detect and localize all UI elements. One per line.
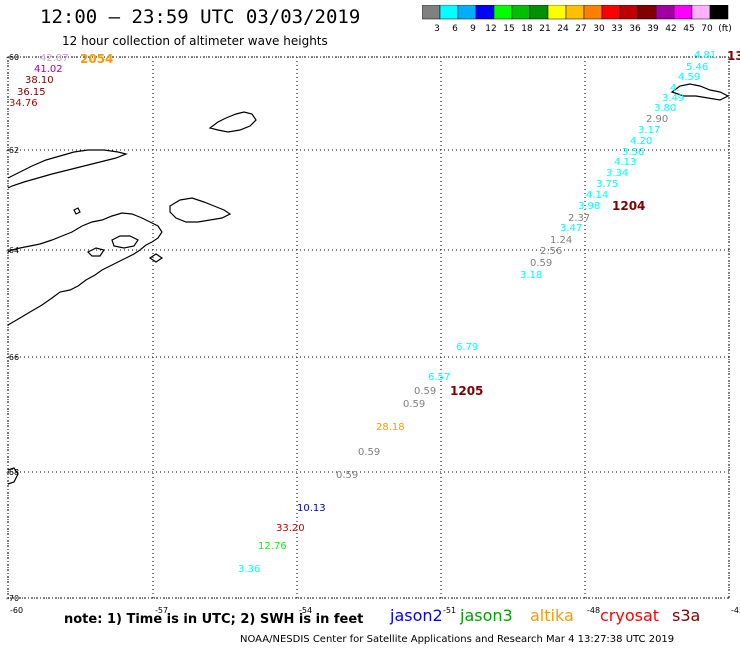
wave-height-label: 3.56 bbox=[622, 147, 644, 158]
longitude-labels: -60 -57 -54 -51 -48 -45 bbox=[10, 606, 740, 615]
colorbar-label: 27 bbox=[575, 24, 586, 34]
wave-height-label: 3.17 bbox=[638, 125, 660, 136]
satellite-cryosat: cryosat bbox=[600, 606, 660, 625]
units-note: note: 1) Time is in UTC; 2) SWH is in fe… bbox=[64, 612, 364, 627]
wave-height-label: 4.81 bbox=[694, 50, 716, 61]
longitude-label: -60 bbox=[10, 606, 23, 615]
wave-height-label: 4.13 bbox=[614, 157, 636, 168]
wave-height-label: 10.13 bbox=[297, 503, 326, 514]
colorbar-label: 15 bbox=[503, 24, 514, 34]
wave-height-label: 1205 bbox=[450, 384, 483, 398]
map-frame bbox=[7, 56, 730, 599]
latitude-label: -64 bbox=[6, 246, 19, 255]
wave-height-label: 3.49 bbox=[662, 93, 684, 104]
wave-height-label: 41.02 bbox=[34, 64, 63, 75]
wave-height-label: 0.59 bbox=[336, 470, 358, 481]
wave-height-label: 3.34 bbox=[606, 168, 628, 179]
map-grid bbox=[7, 56, 730, 599]
colorbar-label: 9 bbox=[470, 24, 476, 34]
latitude-labels: -60 -62 -64 -66 -68 -70 bbox=[6, 53, 19, 603]
map-border bbox=[7, 56, 730, 599]
page-title: 12:00 – 23:59 UTC 03/03/2019 bbox=[40, 6, 361, 28]
longitude-label: -51 bbox=[443, 606, 456, 615]
colorbar-label: 36 bbox=[629, 24, 641, 34]
satellite-s3a: s3a bbox=[672, 606, 701, 625]
wave-height-label: 33.20 bbox=[276, 523, 305, 534]
wave-height-label: 36.15 bbox=[17, 87, 46, 98]
latitude-label: -66 bbox=[6, 353, 19, 362]
coastline bbox=[7, 83, 730, 485]
colorbar-label: 30 bbox=[593, 24, 605, 34]
satellite-jason2: jason2 bbox=[390, 606, 443, 625]
wave-height-label: 3.80 bbox=[654, 103, 676, 114]
wave-height-label: 4.20 bbox=[630, 136, 652, 147]
latitude-label: -62 bbox=[6, 146, 19, 155]
wave-height-label: 0.59 bbox=[530, 258, 552, 269]
colorbar-label: 18 bbox=[521, 24, 533, 34]
wave-height-label: 42.87 bbox=[40, 53, 69, 64]
colorbar: 3 6 9 12 15 18 21 24 27 30 33 36 39 42 45 70 (ft) bbox=[422, 5, 732, 34]
wave-height-label: 3.98 bbox=[578, 201, 600, 212]
page-subtitle: 12 hour collection of altimeter wave hei… bbox=[62, 34, 328, 48]
colorbar-label: 12 bbox=[485, 24, 496, 34]
satellite-altika: altika bbox=[530, 606, 574, 625]
wave-height-label: 3.47 bbox=[560, 223, 582, 234]
colorbar-label: 42 bbox=[665, 24, 676, 34]
colorbar-label: 33 bbox=[611, 24, 622, 34]
colorbar-label: 39 bbox=[647, 24, 659, 34]
longitude-label: -57 bbox=[155, 606, 168, 615]
wave-height-label: 5.46 bbox=[686, 62, 708, 73]
wave-height-label: 12.76 bbox=[258, 541, 287, 552]
colorbar-label: 24 bbox=[557, 24, 569, 34]
wave-height-label: 4.14 bbox=[586, 190, 608, 201]
wave-height-label: 3.18 bbox=[520, 270, 542, 281]
wave-height-label: 0.59 bbox=[403, 399, 425, 410]
colorbar-label: 21 bbox=[539, 24, 550, 34]
latitude-label: -60 bbox=[6, 53, 19, 62]
wave-height-label: 3.75 bbox=[596, 179, 618, 190]
wave-height-label: 6.57 bbox=[428, 372, 450, 383]
wave-height-label: 0.59 bbox=[414, 386, 436, 397]
colorbar-swatch bbox=[709, 5, 729, 20]
longitude-label: -48 bbox=[587, 606, 600, 615]
wave-height-label: 34.76 bbox=[9, 98, 38, 109]
wave-height-label: 13 bbox=[727, 49, 740, 63]
longitude-label: -54 bbox=[299, 606, 312, 615]
wave-height-label: 28.18 bbox=[376, 422, 405, 433]
wave-height-label: 1204 bbox=[612, 199, 645, 213]
colorbar-label: (ft) bbox=[718, 24, 732, 34]
colorbar-label: 70 bbox=[701, 24, 713, 34]
wave-height-label: 2.56 bbox=[540, 246, 562, 257]
wave-height-label: 6.79 bbox=[456, 342, 478, 353]
colorbar-label: 3 bbox=[434, 24, 440, 34]
wave-height-label: 2054 bbox=[80, 52, 113, 66]
wave-height-label: 4.59 bbox=[678, 72, 700, 83]
wave-height-label: 2.90 bbox=[646, 114, 668, 125]
wave-height-label: 1.24 bbox=[550, 235, 572, 246]
wave-height-label: 2.37 bbox=[568, 213, 590, 224]
colorbar-label: 45 bbox=[683, 24, 694, 34]
satellite-jason3: jason3 bbox=[460, 606, 513, 625]
latitude-label: -68 bbox=[6, 468, 19, 477]
wave-height-label: 38.10 bbox=[25, 75, 54, 86]
credit-line: NOAA/NESDIS Center for Satellite Applica… bbox=[240, 634, 675, 645]
wave-height-label: 3.36 bbox=[238, 564, 260, 575]
colorbar-label: 6 bbox=[452, 24, 458, 34]
latitude-label: -70 bbox=[6, 594, 19, 603]
wave-height-label: 4. bbox=[670, 83, 680, 94]
wave-height-label: 0.59 bbox=[358, 447, 380, 458]
longitude-label: -45 bbox=[731, 606, 740, 615]
